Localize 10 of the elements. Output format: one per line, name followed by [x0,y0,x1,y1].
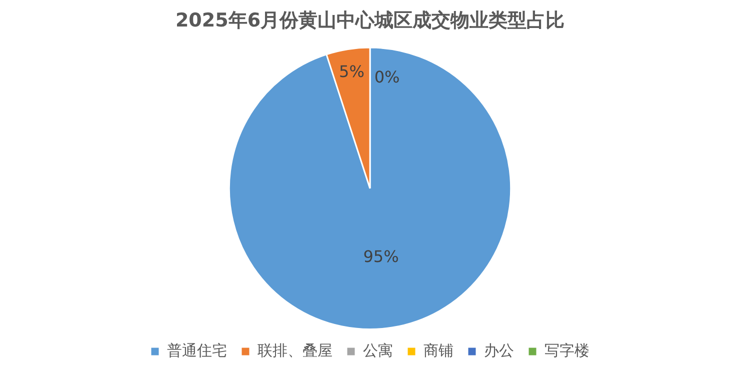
data-label: 5% [339,62,364,82]
legend-label: 商铺 [424,341,454,360]
text: 0% [374,68,400,87]
legend-label: 写字楼 [544,341,590,360]
legend-label: 普通住宅 [167,341,227,360]
legend-label: 联排、叠屋 [258,341,332,360]
chart-title: 2025年6月份黄山中心城区成交物业类型占比 [175,9,565,32]
data-label: 95% [363,247,399,266]
legend-label: 办公 [484,341,514,360]
legend-label: 公寓 [363,341,393,360]
